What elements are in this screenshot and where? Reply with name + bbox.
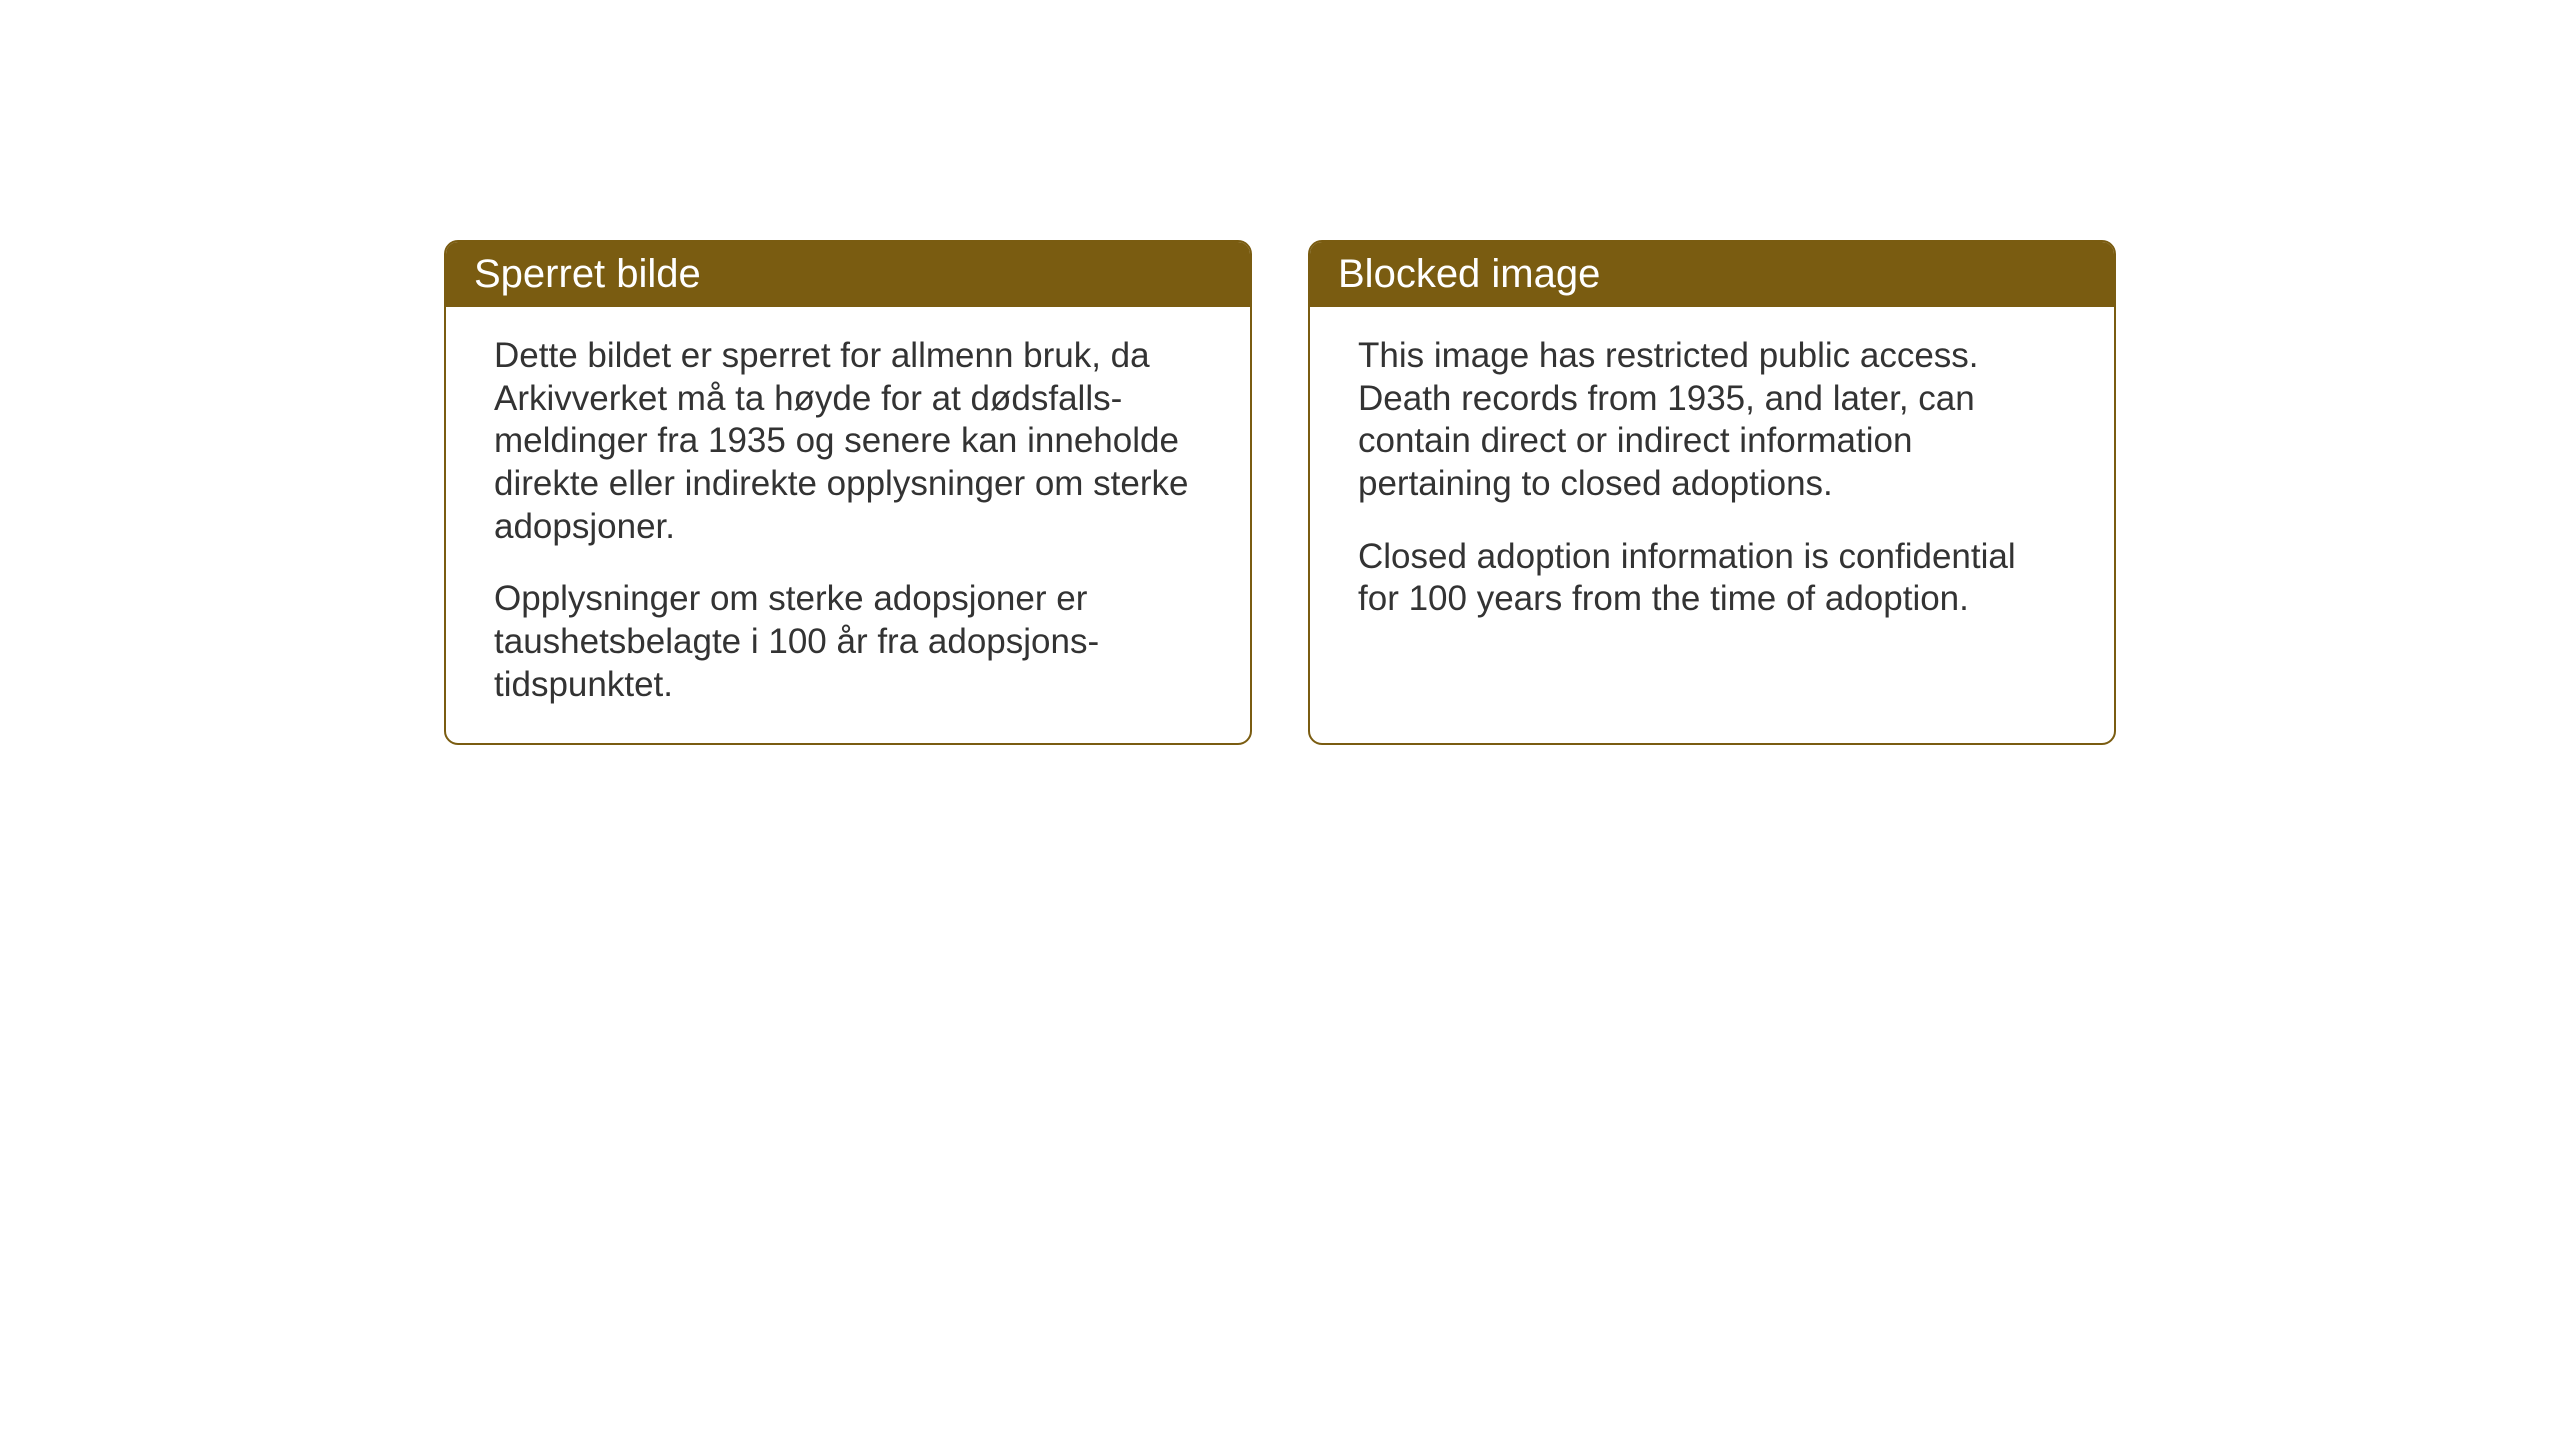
card-body-english: This image has restricted public access.… xyxy=(1310,307,2114,699)
paragraph-1-norwegian: Dette bildet er sperret for allmenn bruk… xyxy=(494,335,1202,548)
notice-card-norwegian: Sperret bilde Dette bildet er sperret fo… xyxy=(444,240,1252,745)
card-body-norwegian: Dette bildet er sperret for allmenn bruk… xyxy=(446,307,1250,743)
card-title-english: Blocked image xyxy=(1338,252,1600,296)
paragraph-2-norwegian: Opplysninger om sterke adopsjoner er tau… xyxy=(494,578,1202,706)
paragraph-1-english: This image has restricted public access.… xyxy=(1358,335,2066,506)
paragraph-2-english: Closed adoption information is confident… xyxy=(1358,536,2066,621)
card-header-english: Blocked image xyxy=(1310,242,2114,307)
notice-container: Sperret bilde Dette bildet er sperret fo… xyxy=(444,240,2116,745)
card-title-norwegian: Sperret bilde xyxy=(474,252,701,296)
card-header-norwegian: Sperret bilde xyxy=(446,242,1250,307)
notice-card-english: Blocked image This image has restricted … xyxy=(1308,240,2116,745)
